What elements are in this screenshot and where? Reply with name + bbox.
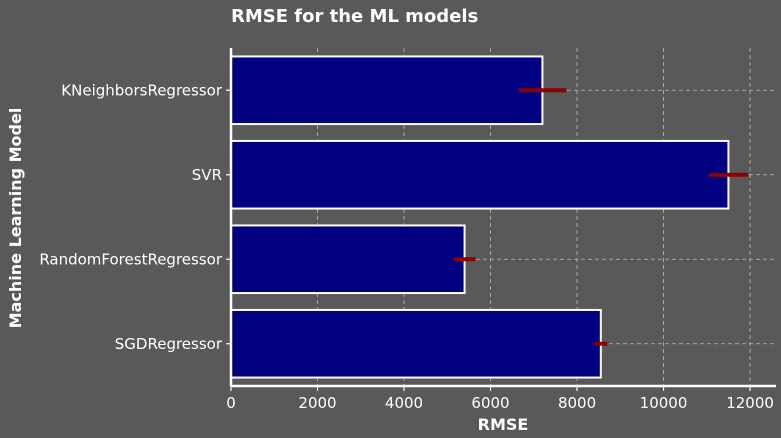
bar-KNeighborsRegressor: [230, 55, 544, 126]
x-tick-label: 0: [226, 394, 236, 412]
bars: [230, 55, 730, 379]
bar-SVR: [230, 139, 730, 210]
y-axis-label: Machine Learning Model: [6, 108, 25, 329]
x-tick-label: 10000: [640, 394, 688, 412]
y-tick-label: SGDRegressor: [115, 335, 223, 353]
bar-RandomForestRegressor: [230, 224, 466, 295]
y-tick-label: KNeighborsRegressor: [61, 81, 223, 99]
x-tick-label: 6000: [471, 394, 509, 412]
x-tick-label: 8000: [558, 394, 596, 412]
error-bars: [453, 88, 748, 346]
bar-SGDRegressor: [230, 308, 602, 379]
x-tick-label: 4000: [385, 394, 423, 412]
x-tick-label: 12000: [726, 394, 774, 412]
y-tick-label: SVR: [192, 166, 222, 184]
x-tick-label: 2000: [298, 394, 336, 412]
x-axis-label: RMSE: [478, 415, 529, 434]
y-ticks: KNeighborsRegressor SVR RandomForestRegres…: [39, 81, 231, 353]
chart-title: RMSE for the ML models: [231, 6, 478, 27]
y-tick-label: RandomForestRegressor: [39, 250, 223, 268]
x-ticks: 0 2000 4000 6000 8000 10000 12000: [226, 386, 774, 412]
